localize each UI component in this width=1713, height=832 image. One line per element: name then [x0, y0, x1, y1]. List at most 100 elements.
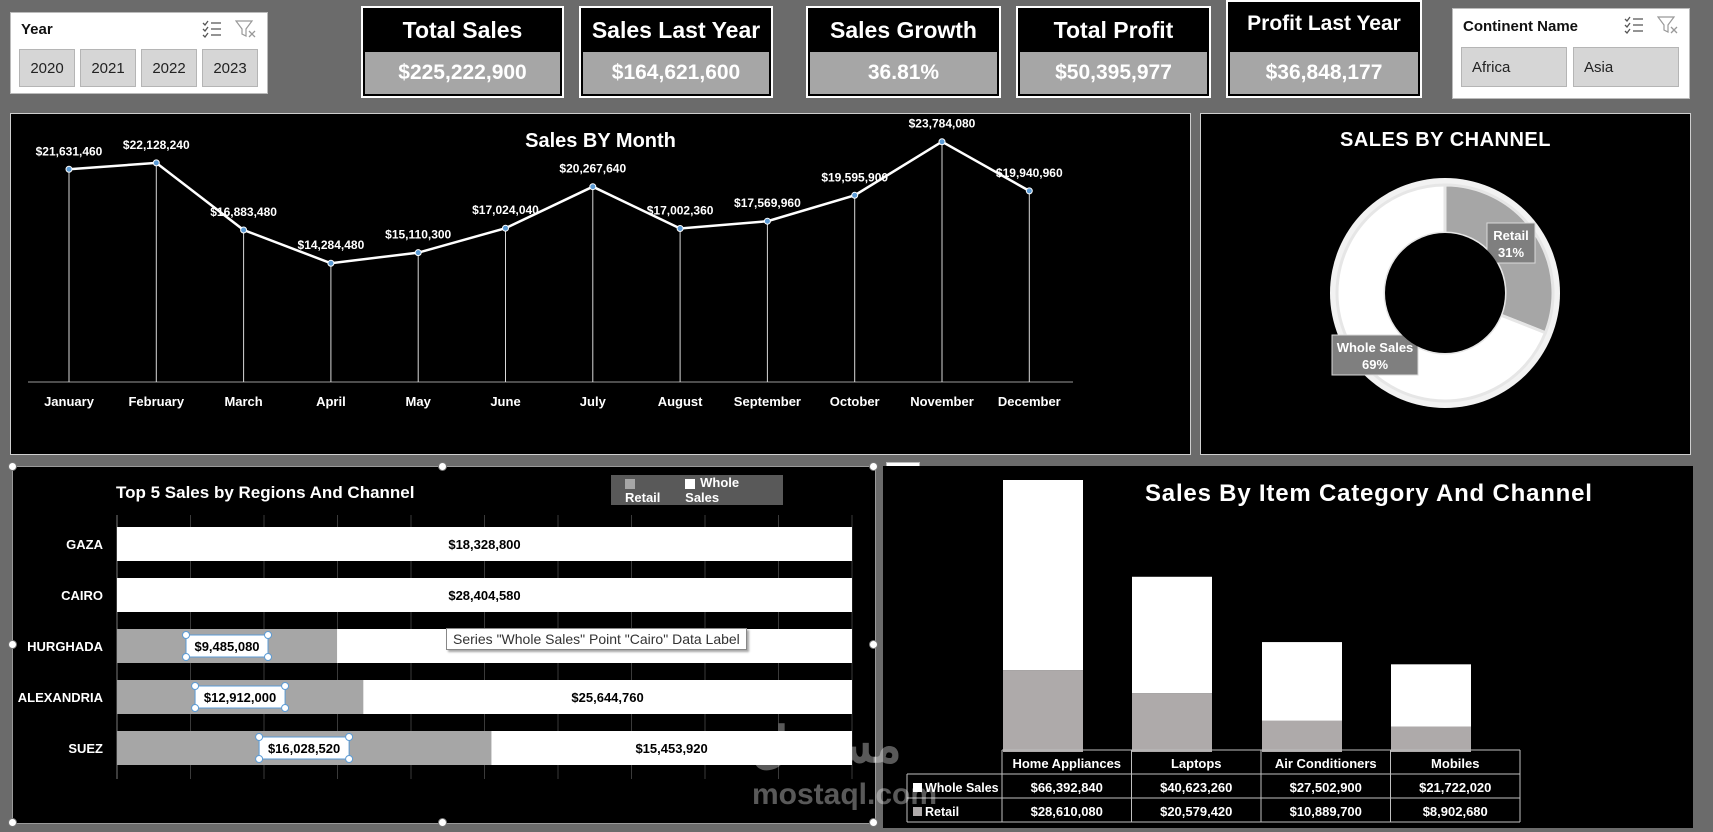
continent-slicer: Continent Name Africa Asia — [1452, 8, 1690, 99]
data-label-whole-sales: $15,453,920 — [635, 741, 707, 756]
selection-handle[interactable] — [869, 640, 878, 649]
selection-handle[interactable] — [869, 818, 878, 827]
kpi-value: $225,222,900 — [365, 52, 560, 94]
kpi-title: Profit Last Year — [1247, 12, 1401, 35]
selection-handle[interactable] — [869, 462, 878, 471]
donut-hole — [1385, 233, 1505, 353]
data-label: $17,024,040 — [472, 203, 539, 217]
data-label-box — [194, 685, 286, 709]
selection-handle[interactable] — [8, 818, 17, 827]
data-label: $14,284,480 — [298, 238, 365, 252]
chart-title: Top 5 Sales by Regions And Channel — [116, 483, 415, 502]
slice-label-name: Whole Sales — [1337, 340, 1414, 355]
label-handle — [182, 631, 191, 639]
data-label: $17,002,360 — [647, 203, 714, 217]
sales-by-month-panel[interactable]: Sales BY Month $21,631,460 January $22,128… — [10, 113, 1191, 455]
table-header: Home Appliances — [1012, 756, 1121, 771]
bar-whole-sales — [1262, 642, 1342, 721]
kpi-total-profit: Total Profit $50,395,977 — [1016, 6, 1211, 98]
continent-africa-button[interactable]: Africa — [1461, 47, 1567, 87]
bar-retail — [1262, 720, 1342, 752]
data-point — [589, 183, 597, 191]
x-tick-label: September — [734, 394, 801, 409]
x-tick-label: July — [580, 394, 607, 409]
bar-whole-sales — [1003, 480, 1083, 671]
kpi-value: $164,621,600 — [583, 52, 769, 94]
x-tick-label: May — [406, 394, 432, 409]
slice-label-box — [1486, 222, 1536, 264]
selection-handle[interactable] — [8, 462, 17, 471]
item-category-panel[interactable]: Sales By Item Category And Channel Home … — [883, 466, 1693, 828]
year-2020-button[interactable]: 2020 — [19, 49, 75, 87]
year-2022-button[interactable]: 2022 — [141, 49, 197, 87]
data-label: $21,631,460 — [36, 144, 103, 158]
x-tick-label: June — [490, 394, 520, 409]
bar-whole-sales — [491, 731, 852, 765]
table-series-name: Retail — [925, 805, 959, 819]
selection-handle[interactable] — [8, 640, 17, 649]
table-cell: $28,610,080 — [1031, 804, 1103, 819]
label-handle — [255, 733, 264, 741]
sales-line — [68, 140, 1030, 265]
donut-chart-plot: Retail 31% Whole Sales 69% — [1330, 178, 1560, 408]
x-tick-label: March — [224, 394, 262, 409]
kpi-sales-last-year: Sales Last Year $164,621,600 — [579, 6, 773, 98]
data-label-whole-sales: $28,404,580 — [448, 588, 520, 603]
data-label: $20,267,640 — [559, 162, 626, 176]
selection-handle[interactable] — [438, 818, 447, 827]
data-label-box — [258, 736, 350, 760]
data-label: $19,595,900 — [821, 170, 888, 184]
category-label: GAZA — [66, 537, 103, 552]
clear-filter-icon[interactable] — [1657, 15, 1679, 35]
data-point — [240, 226, 248, 234]
bar-retail — [1132, 693, 1212, 752]
data-point — [152, 159, 160, 167]
x-tick-label: December — [998, 394, 1061, 409]
chart-legend[interactable]: Retail Whole Sales — [611, 475, 783, 505]
category-label: CAIRO — [61, 588, 103, 603]
watermark-latin: mostaql.com — [752, 778, 938, 811]
hbar-chart-plot: GAZA $18,328,800 CAIRO $28,404,580 HURGHADA $… — [18, 515, 853, 779]
watermark-arabic: مستقل — [752, 717, 902, 773]
kpi-value: 36.81% — [810, 52, 997, 94]
year-slicer-tools — [201, 19, 257, 39]
multi-select-icon[interactable] — [201, 19, 223, 39]
data-label-whole-sales: $18,328,800 — [448, 537, 520, 552]
data-label: $19,940,960 — [996, 166, 1063, 180]
legend-item-whole-sales: Whole Sales — [685, 475, 769, 505]
chart-title: Sales BY Month — [525, 130, 676, 152]
kpi-title: Sales Growth — [830, 16, 977, 43]
continent-slicer-tools — [1623, 15, 1679, 35]
table-cell: $10,889,700 — [1290, 804, 1362, 819]
label-handle — [191, 682, 200, 690]
slice-label-value: 31% — [1498, 245, 1524, 260]
legend-label: Whole Sales — [685, 475, 740, 505]
label-handle — [281, 704, 290, 712]
kpi-sales-growth: Sales Growth 36.81% — [806, 6, 1001, 98]
category-label: ALEXANDRIA — [18, 690, 104, 705]
bar-whole-sales — [117, 527, 852, 561]
kpi-total-sales: Total Sales $225,222,900 — [361, 6, 564, 98]
bar-whole-sales — [363, 680, 852, 714]
year-2023-button[interactable]: 2023 — [202, 49, 258, 87]
bar-whole-sales — [1132, 576, 1212, 694]
multi-select-icon[interactable] — [1623, 15, 1645, 35]
data-point — [502, 224, 509, 232]
sales-by-channel-panel[interactable]: SALES BY CHANNEL Retail 31% Whole Sales 69% — [1200, 113, 1691, 455]
data-label: $23,784,080 — [909, 117, 976, 131]
data-point — [414, 249, 422, 257]
data-label-retail: $9,485,080 — [194, 639, 259, 654]
year-2021-button[interactable]: 2021 — [80, 49, 136, 87]
slice-label-value: 69% — [1362, 357, 1388, 372]
table-cell: $8,902,680 — [1423, 804, 1488, 819]
data-label-box — [185, 634, 269, 658]
continent-asia-button[interactable]: Asia — [1573, 47, 1679, 87]
x-tick-label: February — [128, 394, 184, 409]
data-label-tooltip: Series "Whole Sales" Point "Cairo" Data … — [446, 628, 747, 650]
data-label: $17,569,960 — [734, 196, 801, 210]
label-handle — [264, 653, 273, 661]
label-handle — [345, 733, 354, 741]
selection-handle[interactable] — [438, 462, 447, 471]
clear-filter-icon[interactable] — [235, 19, 257, 39]
slice-label-box — [1331, 334, 1419, 376]
